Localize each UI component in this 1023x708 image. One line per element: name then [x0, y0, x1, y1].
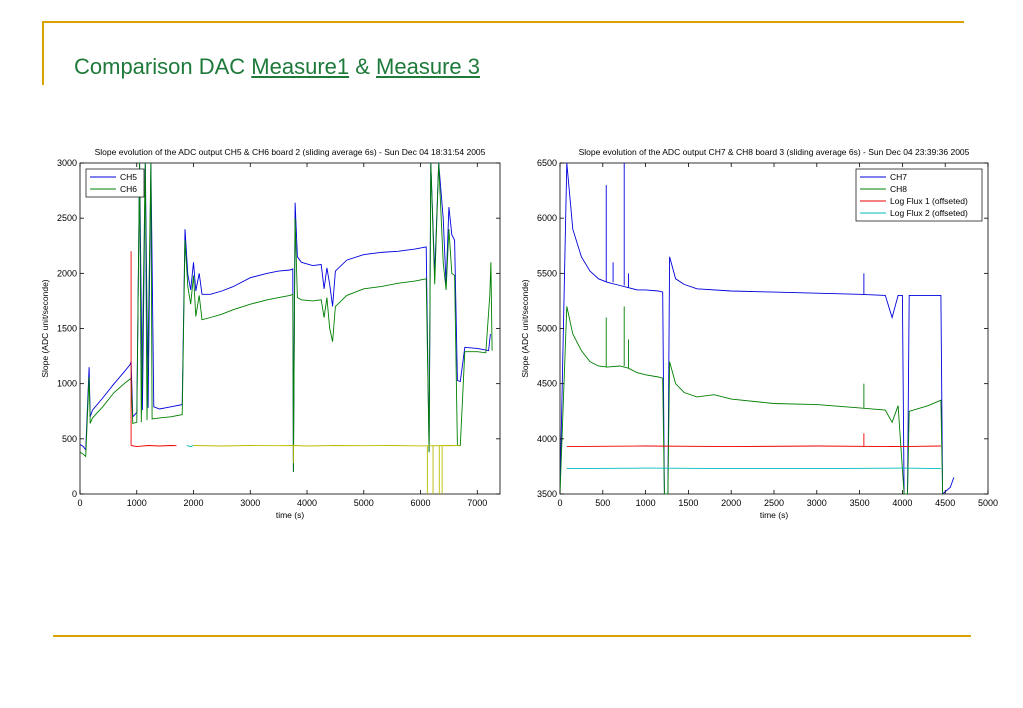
- bottom-rule: [53, 635, 971, 637]
- y-tick-label: 1000: [57, 379, 77, 389]
- x-tick-label: 3000: [807, 498, 827, 508]
- series-line-log-flux-2-offseted: [566, 467, 941, 470]
- legend-label-ch7: CH7: [890, 172, 907, 182]
- plot-area: [560, 163, 955, 494]
- x-axis-label: time (s): [760, 510, 789, 520]
- y-tick-label: 2000: [57, 268, 77, 278]
- x-tick-label: 1500: [678, 498, 698, 508]
- x-tick-label: 4500: [935, 498, 955, 508]
- legend-label-log-flux-2-offseted: Log Flux 2 (offseted): [890, 208, 968, 218]
- series-line-ch8: [560, 306, 944, 494]
- measure1-link[interactable]: Measure1: [251, 54, 350, 79]
- chart-right-svg: Slope evolution of the ADC output CH7 & …: [520, 147, 998, 520]
- x-tick-label: 1000: [127, 498, 147, 508]
- x-tick-label: 3000: [240, 498, 260, 508]
- y-tick-label: 6000: [537, 213, 557, 223]
- x-tick-label: 4000: [297, 498, 317, 508]
- x-axis-label: time (s): [276, 510, 305, 520]
- legend-label-log-flux-1-offseted: Log Flux 1 (offseted): [890, 196, 968, 206]
- y-tick-label: 5500: [537, 268, 557, 278]
- series-line-series-4: [193, 445, 461, 447]
- x-tick-label: 4000: [892, 498, 912, 508]
- measure3-link[interactable]: Measure 3: [376, 54, 480, 79]
- x-tick-label: 2500: [764, 498, 784, 508]
- y-tick-label: 3000: [57, 158, 77, 168]
- x-tick-label: 1000: [636, 498, 656, 508]
- legend-label-ch6: CH6: [120, 184, 137, 194]
- slide-title-text: Comparison DAC: [74, 54, 252, 79]
- x-tick-label: 500: [595, 498, 610, 508]
- y-tick-label: 500: [62, 434, 77, 444]
- y-axis-label: Slope (ADC unit/seconde): [40, 279, 50, 377]
- chart-right: Slope evolution of the ADC output CH7 & …: [518, 143, 1002, 525]
- y-axis-label: Slope (ADC unit/seconde): [520, 279, 530, 377]
- chart-title: Slope evolution of the ADC output CH5 & …: [95, 147, 486, 157]
- x-tick-label: 7000: [467, 498, 487, 508]
- y-tick-label: 5000: [537, 324, 557, 334]
- x-tick-label: 2000: [183, 498, 203, 508]
- legend-box: [85, 168, 145, 198]
- x-tick-label: 6000: [411, 498, 431, 508]
- legend-label-ch8: CH8: [890, 184, 907, 194]
- legend: CH7 CH8 Log Flux 1 (offseted) Log Flux 2 (o…: [855, 168, 983, 222]
- title-connector: &: [349, 54, 377, 79]
- x-tick-label: 5000: [978, 498, 998, 508]
- x-tick-label: 2000: [721, 498, 741, 508]
- series-line-series-3: [186, 445, 194, 448]
- legend-label-ch5: CH5: [120, 172, 137, 182]
- legend-box: [855, 168, 983, 222]
- y-tick-label: 4500: [537, 379, 557, 389]
- series-line-log-flux-1-offseted: [566, 445, 941, 448]
- chart-title: Slope evolution of the ADC output CH7 & …: [579, 147, 970, 157]
- y-tick-label: 1500: [57, 324, 77, 334]
- chart-left: Slope evolution of the ADC output CH5 & …: [38, 143, 514, 525]
- side-rule: [42, 21, 44, 85]
- y-tick-label: 3500: [537, 489, 557, 499]
- y-tick-label: 2500: [57, 213, 77, 223]
- x-tick-label: 0: [557, 498, 562, 508]
- y-tick-label: 0: [72, 489, 77, 499]
- y-tick-label: 4000: [537, 434, 557, 444]
- slide-title: Comparison DAC Measure1 & Measure 3: [74, 54, 480, 80]
- y-tick-label: 6500: [537, 158, 557, 168]
- series-line-ch6: [80, 163, 493, 472]
- x-tick-label: 5000: [354, 498, 374, 508]
- series-line-ch7: [560, 163, 955, 494]
- x-tick-label: 0: [77, 498, 82, 508]
- chart-left-svg: Slope evolution of the ADC output CH5 & …: [40, 147, 501, 520]
- top-rule: [42, 21, 964, 23]
- series-line-series-2: [131, 445, 177, 448]
- x-tick-label: 3500: [850, 498, 870, 508]
- plot-area: [80, 163, 493, 494]
